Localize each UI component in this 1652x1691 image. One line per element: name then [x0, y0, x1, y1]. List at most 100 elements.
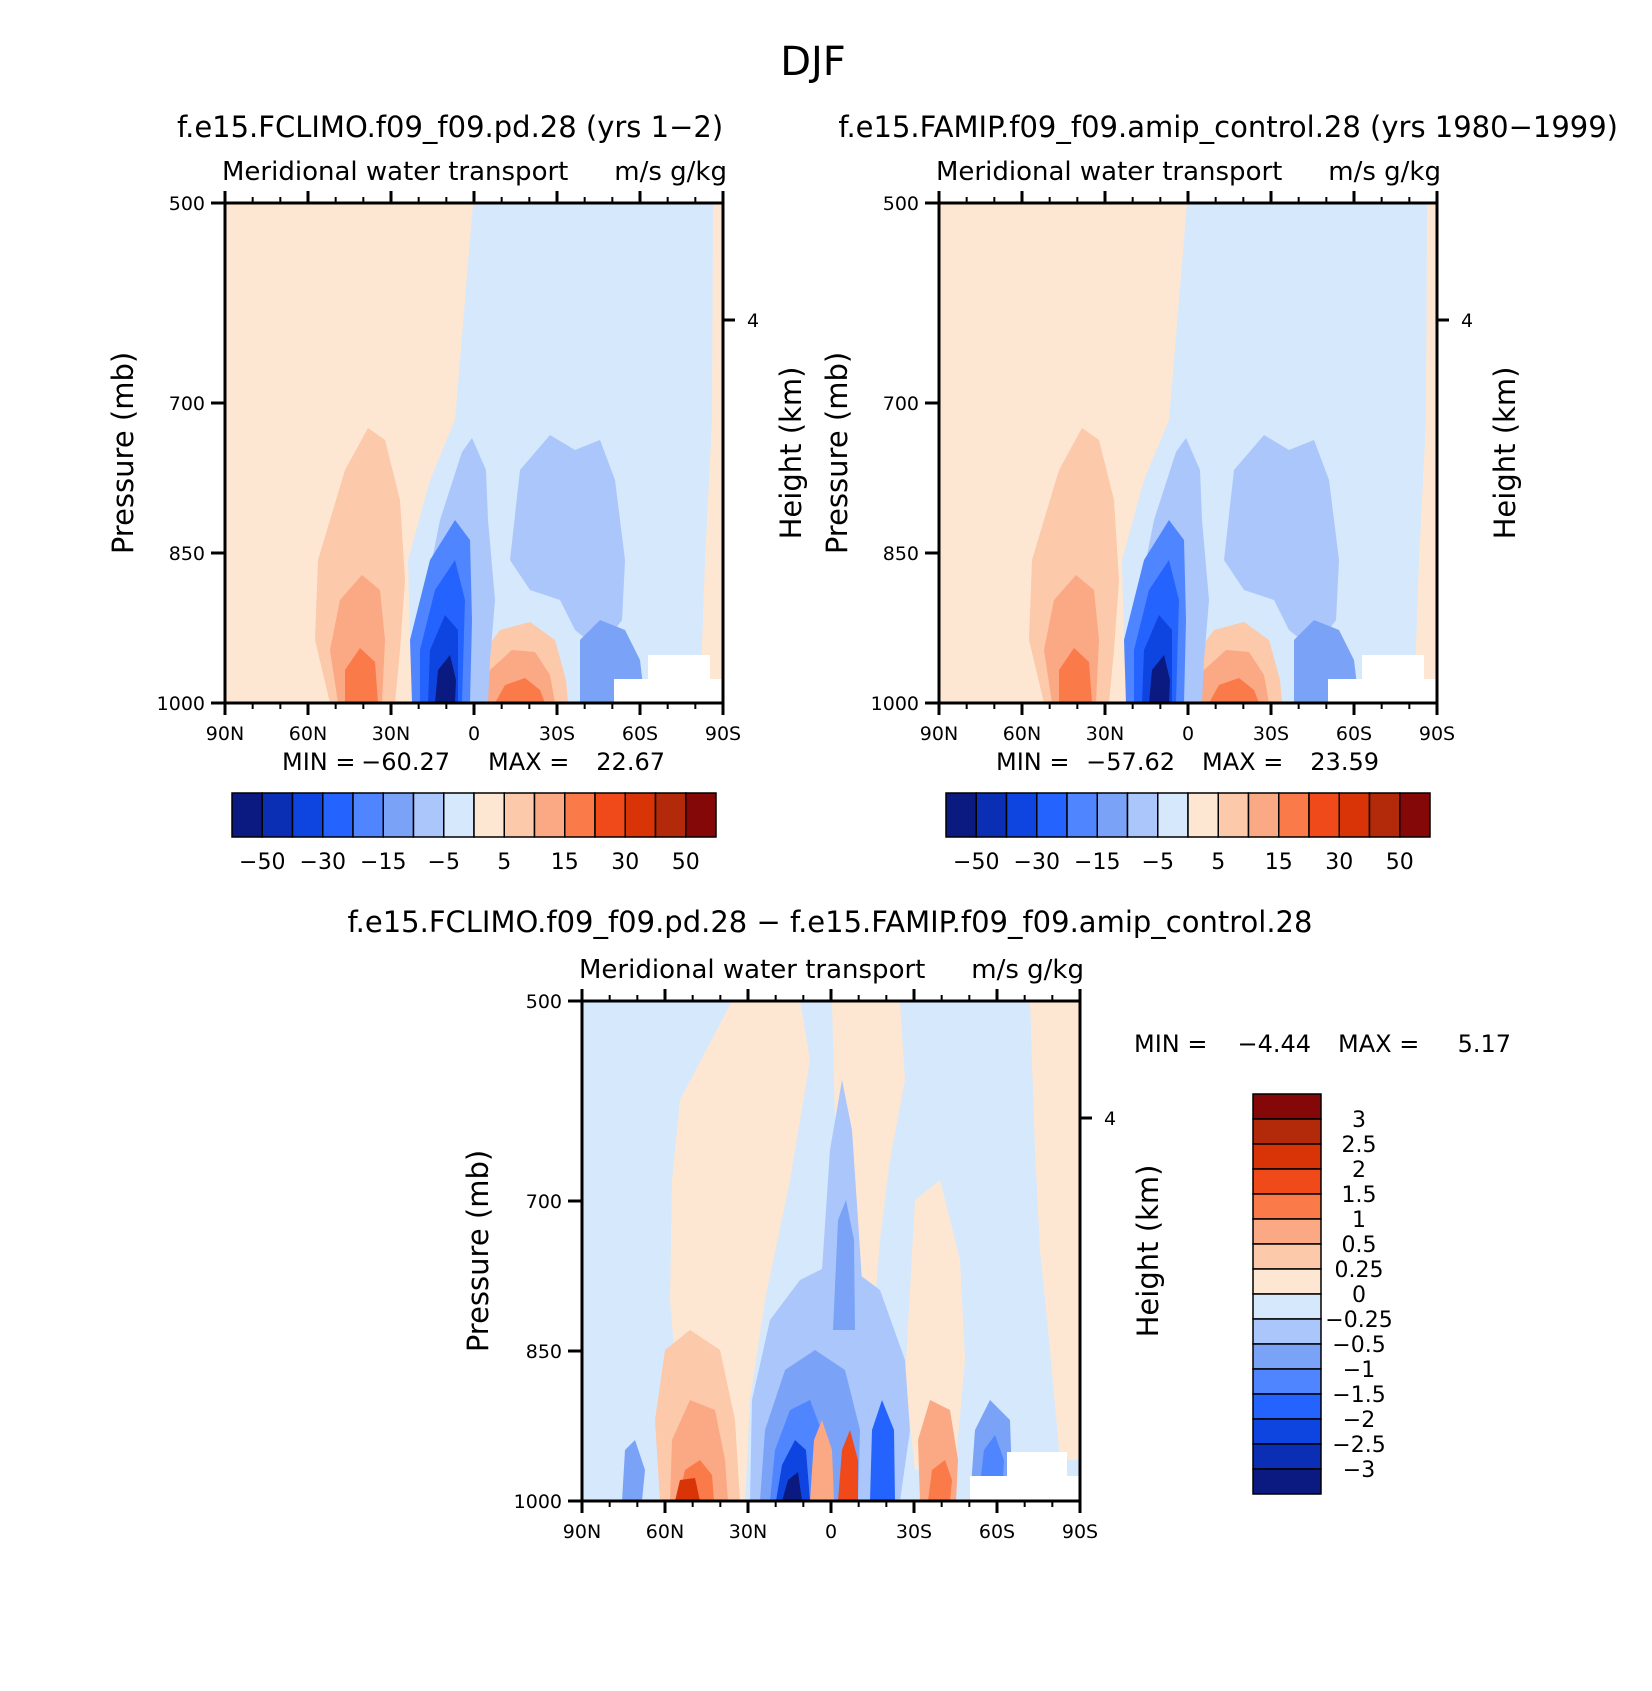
panel-diff-y2-label: Height (km) — [1131, 1165, 1165, 1338]
colorbar-box — [1252, 1443, 1322, 1470]
panel-diff-min-value: −4.44 — [1237, 1030, 1311, 1058]
colorbar-box — [1252, 1318, 1322, 1345]
colorbar-box — [1066, 792, 1098, 838]
contour-fill — [833, 1200, 855, 1330]
contour-fill — [810, 1420, 834, 1501]
colorbar-box — [291, 792, 324, 838]
panel-diff-case-title: f.e15.FCLIMO.f09_f09.pd.28 − f.e15.FAMIP… — [348, 905, 1313, 939]
panel-left: f.e15.FCLIMO.f09_f09.pd.28 (yrs 1−2) Mer… — [106, 110, 808, 875]
colorbar-box — [624, 792, 657, 838]
colorbar-label: −50 — [953, 850, 999, 875]
contour-fill — [1414, 203, 1437, 703]
colorbar-box — [231, 792, 263, 838]
colorbar-label: −5 — [428, 850, 460, 875]
colorbar-box — [1157, 792, 1189, 838]
panel-right-contours — [939, 203, 1437, 703]
colorbar-label: −2 — [1343, 1408, 1375, 1433]
colorbar-box — [1252, 1193, 1322, 1220]
y-tick-label: 700 — [883, 393, 919, 415]
colorbar-label: 1.5 — [1342, 1183, 1377, 1208]
contour-fill — [675, 1478, 700, 1501]
y-tick-label: 1000 — [514, 1491, 562, 1513]
colorbar-box — [503, 792, 536, 838]
colorbar-box — [1252, 1393, 1322, 1420]
contour-fill — [700, 203, 723, 703]
panel-right-case-title: f.e15.FAMIP.f09_f09.amip_control.28 (yrs… — [838, 110, 1618, 144]
y-tick-label: 850 — [526, 1341, 562, 1363]
x-tick-label: 60S — [622, 723, 658, 745]
panel-right-max-value: 23.59 — [1310, 748, 1379, 776]
colorbar-label: −30 — [300, 850, 346, 875]
contour-fill — [782, 1472, 802, 1501]
missing-data — [970, 1476, 1080, 1501]
colorbar-label: 15 — [1265, 850, 1293, 875]
contour-fill — [905, 1180, 965, 1470]
colorbar-box — [1252, 1268, 1322, 1295]
panel-right-units: m/s g/kg — [1328, 157, 1441, 187]
x-tick-label: 90S — [1062, 1521, 1098, 1543]
panel-left-contours — [225, 203, 723, 703]
contour-fill — [838, 1430, 858, 1501]
colorbar-label: −5 — [1142, 850, 1174, 875]
colorbar-label: −30 — [1014, 850, 1060, 875]
colorbar-label: 2 — [1352, 1158, 1366, 1183]
contour-fill — [1030, 1001, 1080, 1460]
colorbar-box — [1126, 792, 1159, 838]
missing-data — [648, 655, 710, 679]
panel-right-var-title: Meridional water transport — [936, 157, 1282, 187]
colorbar-box — [654, 792, 687, 838]
colorbar-box — [1252, 1243, 1322, 1270]
panel-left-var-title: Meridional water transport — [222, 157, 568, 187]
panel-diff-y-label: Pressure (mb) — [461, 1150, 495, 1352]
y-tick-label: 1000 — [871, 693, 919, 715]
colorbar-box — [382, 792, 415, 838]
panel-right-min-label: MIN = — [996, 748, 1069, 776]
y-tick-label: 500 — [169, 193, 205, 215]
panel-diff: f.e15.FCLIMO.f09_f09.pd.28 − f.e15.FAMIP… — [348, 905, 1511, 1543]
colorbar-box — [1338, 792, 1371, 838]
panel-left-case-title: f.e15.FCLIMO.f09_f09.pd.28 (yrs 1−2) — [177, 110, 723, 144]
x-tick-label: 90N — [920, 723, 958, 745]
panel-right-y2-label: Height (km) — [1488, 367, 1522, 540]
x-tick-label: 60N — [646, 1521, 684, 1543]
panel-diff-units: m/s g/kg — [971, 955, 1084, 985]
colorbar-box — [1217, 792, 1250, 838]
x-tick-label: 60N — [289, 723, 327, 745]
colorbar-label: 50 — [672, 850, 700, 875]
colorbar-label: 15 — [551, 850, 579, 875]
colorbar-box — [685, 792, 717, 838]
panel-left-colorbar: −50 −30 −15 −5 5 15 30 50 — [231, 792, 717, 875]
x-tick-label: 30N — [1086, 723, 1124, 745]
colorbar-box — [1187, 792, 1219, 838]
colorbar-label: −15 — [1074, 850, 1120, 875]
x-tick-label: 0 — [468, 723, 480, 745]
x-tick-label: 30S — [539, 723, 575, 745]
colorbar-box — [352, 792, 384, 838]
colorbar-label: 2.5 — [1342, 1133, 1377, 1158]
y-tick-label: 850 — [883, 543, 919, 565]
colorbar-box — [1308, 792, 1340, 838]
colorbar-box — [1399, 792, 1431, 838]
colorbar-label: −15 — [360, 850, 406, 875]
panel-right-colorbar: −50 −30 −15 −5 5 15 30 50 — [945, 792, 1431, 875]
colorbar-box — [473, 792, 505, 838]
colorbar-box — [1252, 1143, 1322, 1170]
x-tick-label: 90S — [705, 723, 741, 745]
colorbar-box — [533, 792, 566, 838]
colorbar-box — [1247, 792, 1280, 838]
colorbar-box — [443, 792, 475, 838]
missing-data — [614, 679, 723, 703]
colorbar-label: 30 — [611, 850, 639, 875]
colorbar-label: −0.25 — [1325, 1308, 1392, 1333]
contour-fill — [1059, 648, 1092, 703]
colorbar-label: 0.25 — [1335, 1258, 1384, 1283]
contour-fill — [1149, 655, 1170, 703]
height-tick-label: 4 — [1461, 310, 1473, 332]
panel-left-min-label: MIN = — [282, 748, 355, 776]
contour-fill — [435, 655, 456, 703]
colorbar-label: 50 — [1386, 850, 1414, 875]
colorbar-box — [975, 792, 1008, 838]
